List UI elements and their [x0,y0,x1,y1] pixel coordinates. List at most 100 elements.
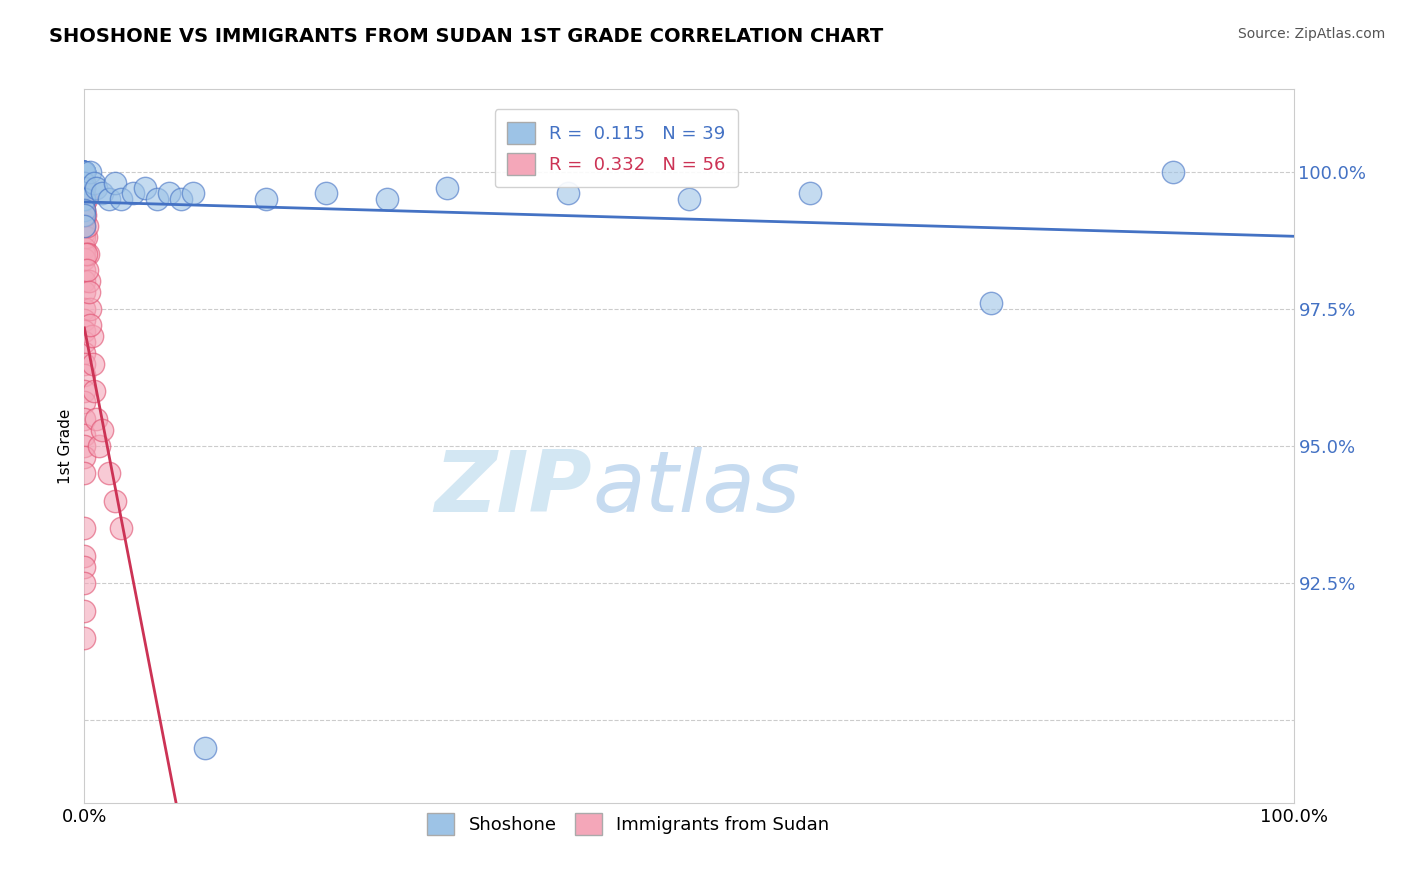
Point [73,164,96,178]
Point [73,209,96,223]
Point [170,192,193,206]
Point [73,209,96,223]
Point [91,186,114,201]
Point [73,285,96,300]
Point [73,164,96,178]
Point [73,164,96,178]
Text: Source: ZipAtlas.com: Source: ZipAtlas.com [1237,27,1385,41]
Point [73,274,96,288]
Point [980,296,1002,310]
Point [194,740,217,755]
Point [73,631,96,645]
Point [73,428,96,442]
Point [73,192,96,206]
Point [73,192,96,206]
Point [73,181,96,195]
Point [73,252,96,267]
Point [73,230,96,244]
Point [73,521,96,535]
Point [87,439,110,453]
Point [73,209,96,223]
Point [157,186,180,201]
Point [79,164,101,178]
Point [557,186,579,201]
Point [73,604,96,618]
Point [73,202,96,217]
Legend: Shoshone, Immigrants from Sudan: Shoshone, Immigrants from Sudan [419,804,838,844]
Point [436,181,458,195]
Point [97,467,120,481]
Point [73,164,96,178]
Point [73,559,96,574]
Point [799,186,821,201]
Point [77,285,100,300]
Point [86,411,108,425]
Point [73,181,96,195]
Point [104,494,127,508]
Point [73,164,96,178]
Point [73,312,96,326]
Point [73,301,96,316]
Point [79,318,101,333]
Point [121,186,143,201]
Point [91,423,114,437]
Point [75,192,97,206]
Point [73,411,96,425]
Point [73,357,96,371]
Point [73,219,96,234]
Point [181,186,204,201]
Point [73,164,96,178]
Point [73,192,96,206]
Point [73,164,96,178]
Point [254,192,277,206]
Text: atlas: atlas [592,447,800,531]
Point [110,192,132,206]
Point [73,202,96,217]
Point [73,345,96,359]
Point [73,219,96,234]
Point [97,192,120,206]
Point [73,176,96,190]
Point [73,164,96,178]
Point [86,181,108,195]
Point [73,263,96,277]
Point [73,576,96,591]
Point [73,324,96,338]
Point [1161,164,1184,178]
Point [134,181,156,195]
Point [73,214,96,228]
Point [375,192,398,206]
Point [73,225,96,239]
Point [73,549,96,563]
Point [678,192,700,206]
Point [73,467,96,481]
Text: ZIP: ZIP [434,447,592,531]
Text: SHOSHONE VS IMMIGRANTS FROM SUDAN 1ST GRADE CORRELATION CHART: SHOSHONE VS IMMIGRANTS FROM SUDAN 1ST GR… [49,27,883,45]
Point [73,334,96,349]
Point [80,329,103,343]
Point [73,450,96,464]
Point [83,176,105,190]
Point [82,357,104,371]
Point [104,176,127,190]
Point [79,301,101,316]
Point [315,186,337,201]
Point [146,192,169,206]
Point [73,247,96,261]
Point [73,368,96,382]
Point [73,241,96,255]
Point [73,164,96,178]
Point [110,521,132,535]
Point [77,247,100,261]
Point [73,395,96,409]
Point [75,230,97,244]
Point [76,263,98,277]
Point [77,274,100,288]
Point [73,197,96,211]
Point [76,219,98,234]
Point [83,384,105,398]
Point [73,439,96,453]
Point [75,247,97,261]
Point [73,176,96,190]
Point [73,384,96,398]
